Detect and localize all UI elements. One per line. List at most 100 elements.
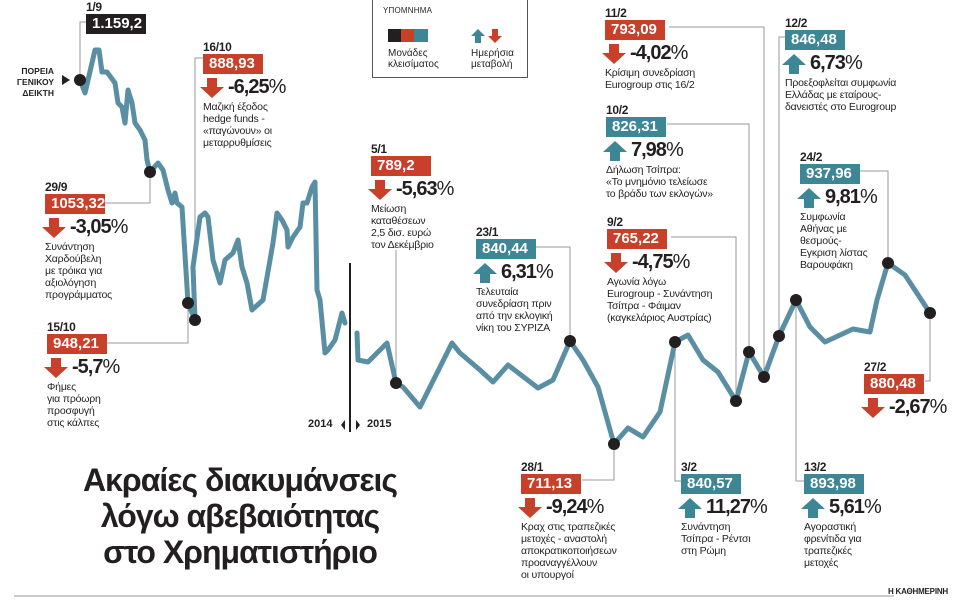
data-point-marker <box>182 297 194 309</box>
description-line: προγράμματος <box>45 289 113 301</box>
legend-swatch-teal <box>414 29 428 42</box>
description-line: φρενίτιδα για <box>804 533 862 545</box>
connector-line <box>795 300 804 482</box>
series-label-line: ΔΕΙΚΤΗ <box>22 88 54 98</box>
annotation-1-9: 1/9 1.159,2 <box>86 0 146 34</box>
annotation-change: 6,73% <box>810 52 863 75</box>
annotation-13-2: 13/2 893,98 5,61% Αγοραστική φρενίτιδα για τ… <box>801 460 882 569</box>
percent-sign: % <box>863 496 882 518</box>
change-value: -5,63 <box>396 178 438 200</box>
annotation-description: Φήμες για πρόωρη προσφυγή στις κάλπες <box>47 381 119 429</box>
annotation-23-1: 23/1 840,44 6,31% Τελευταία συνεδρίαση πριν… <box>473 225 554 334</box>
annotation-change: -5,7% <box>72 356 120 379</box>
annotation-value: 1.159,2 <box>86 14 146 34</box>
annotation-description: Αγοραστική φρενίτιδα για τραπεζικές μετοχές <box>804 521 881 569</box>
legend-swatch-red <box>401 29 414 42</box>
description-line: μεταρρυθμίσεις <box>203 137 272 149</box>
description-line: τον Δεκέμβριο <box>371 239 434 251</box>
annotation-description: Συνάντηση Χαρδούβελη με τρόικα για αξιολόγη… <box>45 241 127 301</box>
annotation-value: 893,98 <box>804 474 864 494</box>
description-line: Εγκριση λίστας <box>800 247 868 259</box>
change-value: -9,24 <box>546 496 588 518</box>
annotation-date: 10/2 <box>606 103 629 117</box>
description-line: (καγκελάριος Αυστρίας) <box>607 312 712 324</box>
annotation-value: 711,13 <box>521 474 581 494</box>
description-line: Μείωση <box>371 203 407 215</box>
annotation-description: Αγωνία λόγω Eurogroup - Συνάντηση Τσίπρα -… <box>607 276 712 324</box>
legend-arrows-icon <box>471 29 502 43</box>
description-line: Κραχ στις τραπεζικές <box>521 521 616 533</box>
description-line: στις κάλπες <box>47 417 100 429</box>
description-line: συνεδρίαση πριν <box>476 298 552 310</box>
description-line: Συμφωνία <box>800 211 846 223</box>
annotation-value: 840,44 <box>476 239 536 259</box>
description-line: Αγωνία λόγω <box>607 276 667 288</box>
percent-sign: % <box>110 216 129 238</box>
index-line <box>77 47 348 356</box>
annotation-value: 789,2 <box>371 156 431 176</box>
legend: ΥΠΟΜΝΗΜΑ Μονάδες κλεισίματος Ημερήσια με… <box>372 0 528 78</box>
data-point-marker <box>74 74 86 86</box>
annotation-24-2: 24/2 937,96 9,81% Συμφωνία Αθήνας με θεσμούς… <box>797 150 878 271</box>
change-value: 6,31 <box>501 261 537 283</box>
annotation-date: 5/1 <box>371 142 387 156</box>
annotation-change: 6,31% <box>501 261 554 284</box>
annotation-29-9: 29/9 1053,32 -3,05% Συνάντηση Χαρδούβελη με … <box>42 180 129 301</box>
annotation-10-2: 10/2 826,31 7,98% Δήλωση Τσίπρα: «Το μνημόν… <box>603 103 713 200</box>
percent-sign: % <box>670 42 689 64</box>
annotation-date: 16/10 <box>203 40 232 54</box>
annotation-change: 7,98% <box>631 139 684 162</box>
percent-sign: % <box>102 356 120 378</box>
annotation-date: 27/2 <box>864 360 887 374</box>
annotation-11-2: 11/2 793,09 -4,02% Κρίσιμη συνεδρίαση Eurog… <box>602 6 695 91</box>
arrow-up-icon <box>603 140 627 161</box>
data-point-marker <box>669 336 681 348</box>
description-line: Τσίπρα - Φάιμαν <box>607 300 681 312</box>
triangle-right-icon <box>356 420 360 430</box>
description-line: Eurogroup - Συνάντηση <box>607 288 713 300</box>
percent-sign: % <box>586 496 605 518</box>
percent-sign: % <box>844 52 863 74</box>
annotation-28-1: 28/1 711,13 -9,24% Κραχ στις τραπεζικές μετ… <box>518 460 617 581</box>
description-line: με τρόικα για <box>45 265 103 277</box>
description-line: από την εκλογική <box>476 310 553 322</box>
annotation-change: -3,05% <box>70 216 129 239</box>
connector-line <box>669 26 765 377</box>
change-value: -3,05 <box>70 216 112 238</box>
arrow-down-icon <box>42 217 66 238</box>
index-line <box>354 260 933 447</box>
connector-line <box>107 303 189 344</box>
description-line: Φήμες <box>47 381 77 393</box>
description-line: hedge funds - <box>203 113 265 125</box>
change-value: 6,73 <box>810 52 846 74</box>
change-value: -4,75 <box>632 251 674 273</box>
arrow-down-icon <box>200 77 224 98</box>
data-point-marker <box>144 166 156 178</box>
arrow-down-icon <box>604 252 628 273</box>
description-line: δανειστές στο Eurogroup <box>785 101 897 113</box>
description-line: Eurogroup στις 16/2 <box>605 79 695 91</box>
annotation-date: 24/2 <box>800 150 823 164</box>
annotation-value: 826,31 <box>606 117 666 137</box>
legend-units-label: Μονάδες κλεισίματος <box>388 48 439 70</box>
annotation-change: 5,61% <box>829 496 882 519</box>
brand-logo: Η ΚΑΘΗΜΕΡΙΝΗ <box>887 587 948 596</box>
arrow-up-icon <box>797 187 821 208</box>
annotation-change: -9,24% <box>546 496 605 519</box>
description-line: προαναγγέλλουν <box>521 557 598 569</box>
data-point-marker <box>882 257 894 269</box>
annotation-description: Κρίσιμη συνεδρίαση Eurogroup στις 16/2 <box>605 67 695 91</box>
connector-line <box>536 246 571 341</box>
data-point-marker <box>758 371 770 383</box>
percent-sign: % <box>268 76 287 98</box>
arrow-down-icon <box>602 43 626 64</box>
annotation-date: 29/9 <box>45 180 68 194</box>
description-line: Αγοραστική <box>804 521 856 533</box>
annotation-change: -6,25% <box>228 76 287 99</box>
connector-line <box>79 21 86 80</box>
arrow-down-icon <box>44 357 68 378</box>
year-label-2014: 2014 <box>308 418 333 430</box>
legend-swatches <box>388 29 428 42</box>
connector-line <box>674 342 681 482</box>
